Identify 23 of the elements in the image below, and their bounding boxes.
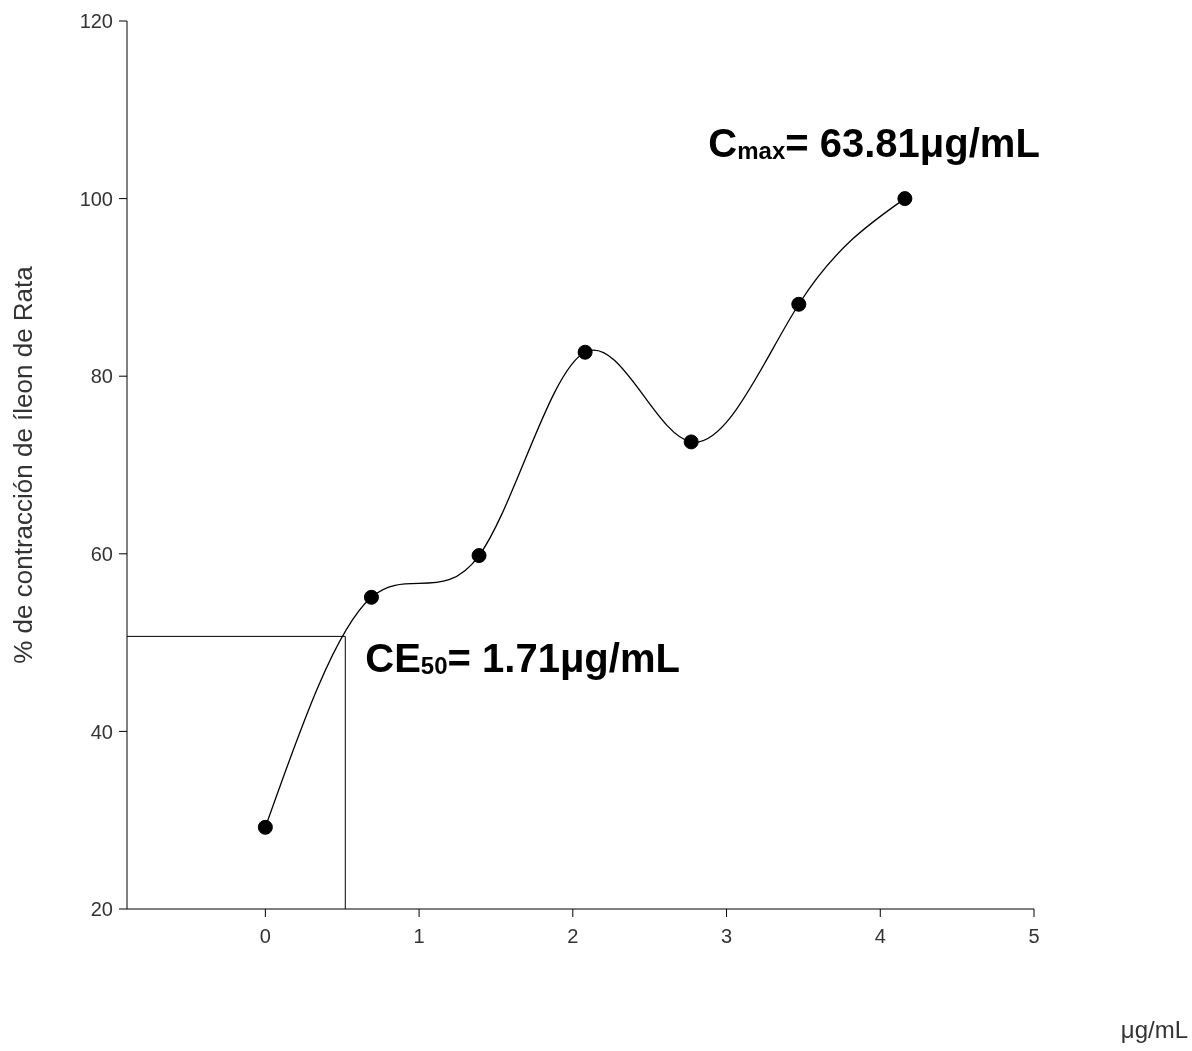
x-tick-label: 5	[1028, 925, 1040, 948]
point	[683, 434, 699, 450]
y-tick-label: 40	[90, 720, 113, 743]
y-tick-label: 80	[90, 365, 113, 388]
point	[257, 819, 273, 835]
annotation: CE$_{50}$= 1.71μg/mL	[365, 636, 680, 681]
x-tick-label: 2	[567, 925, 579, 948]
y-axis-title: % de contracción de íleon de Rata	[8, 265, 38, 664]
point	[471, 548, 487, 564]
point	[363, 589, 379, 605]
x-tick-label: 1	[413, 925, 425, 948]
y-tick-label: 120	[79, 10, 113, 33]
y-tick-label: 100	[79, 187, 113, 210]
annotation: C$_{max}$= 63.81μg/mL	[708, 120, 1040, 165]
point	[897, 191, 913, 207]
x-tick-label: 4	[874, 925, 886, 948]
point	[791, 296, 807, 312]
point	[577, 344, 593, 360]
x-tick-label: 3	[720, 925, 733, 948]
y-tick-label: 20	[90, 898, 113, 921]
x-tick-label: 0	[259, 925, 271, 948]
y-tick-label: 60	[90, 542, 113, 565]
x-axis-title: μg/mL	[1120, 1016, 1188, 1044]
